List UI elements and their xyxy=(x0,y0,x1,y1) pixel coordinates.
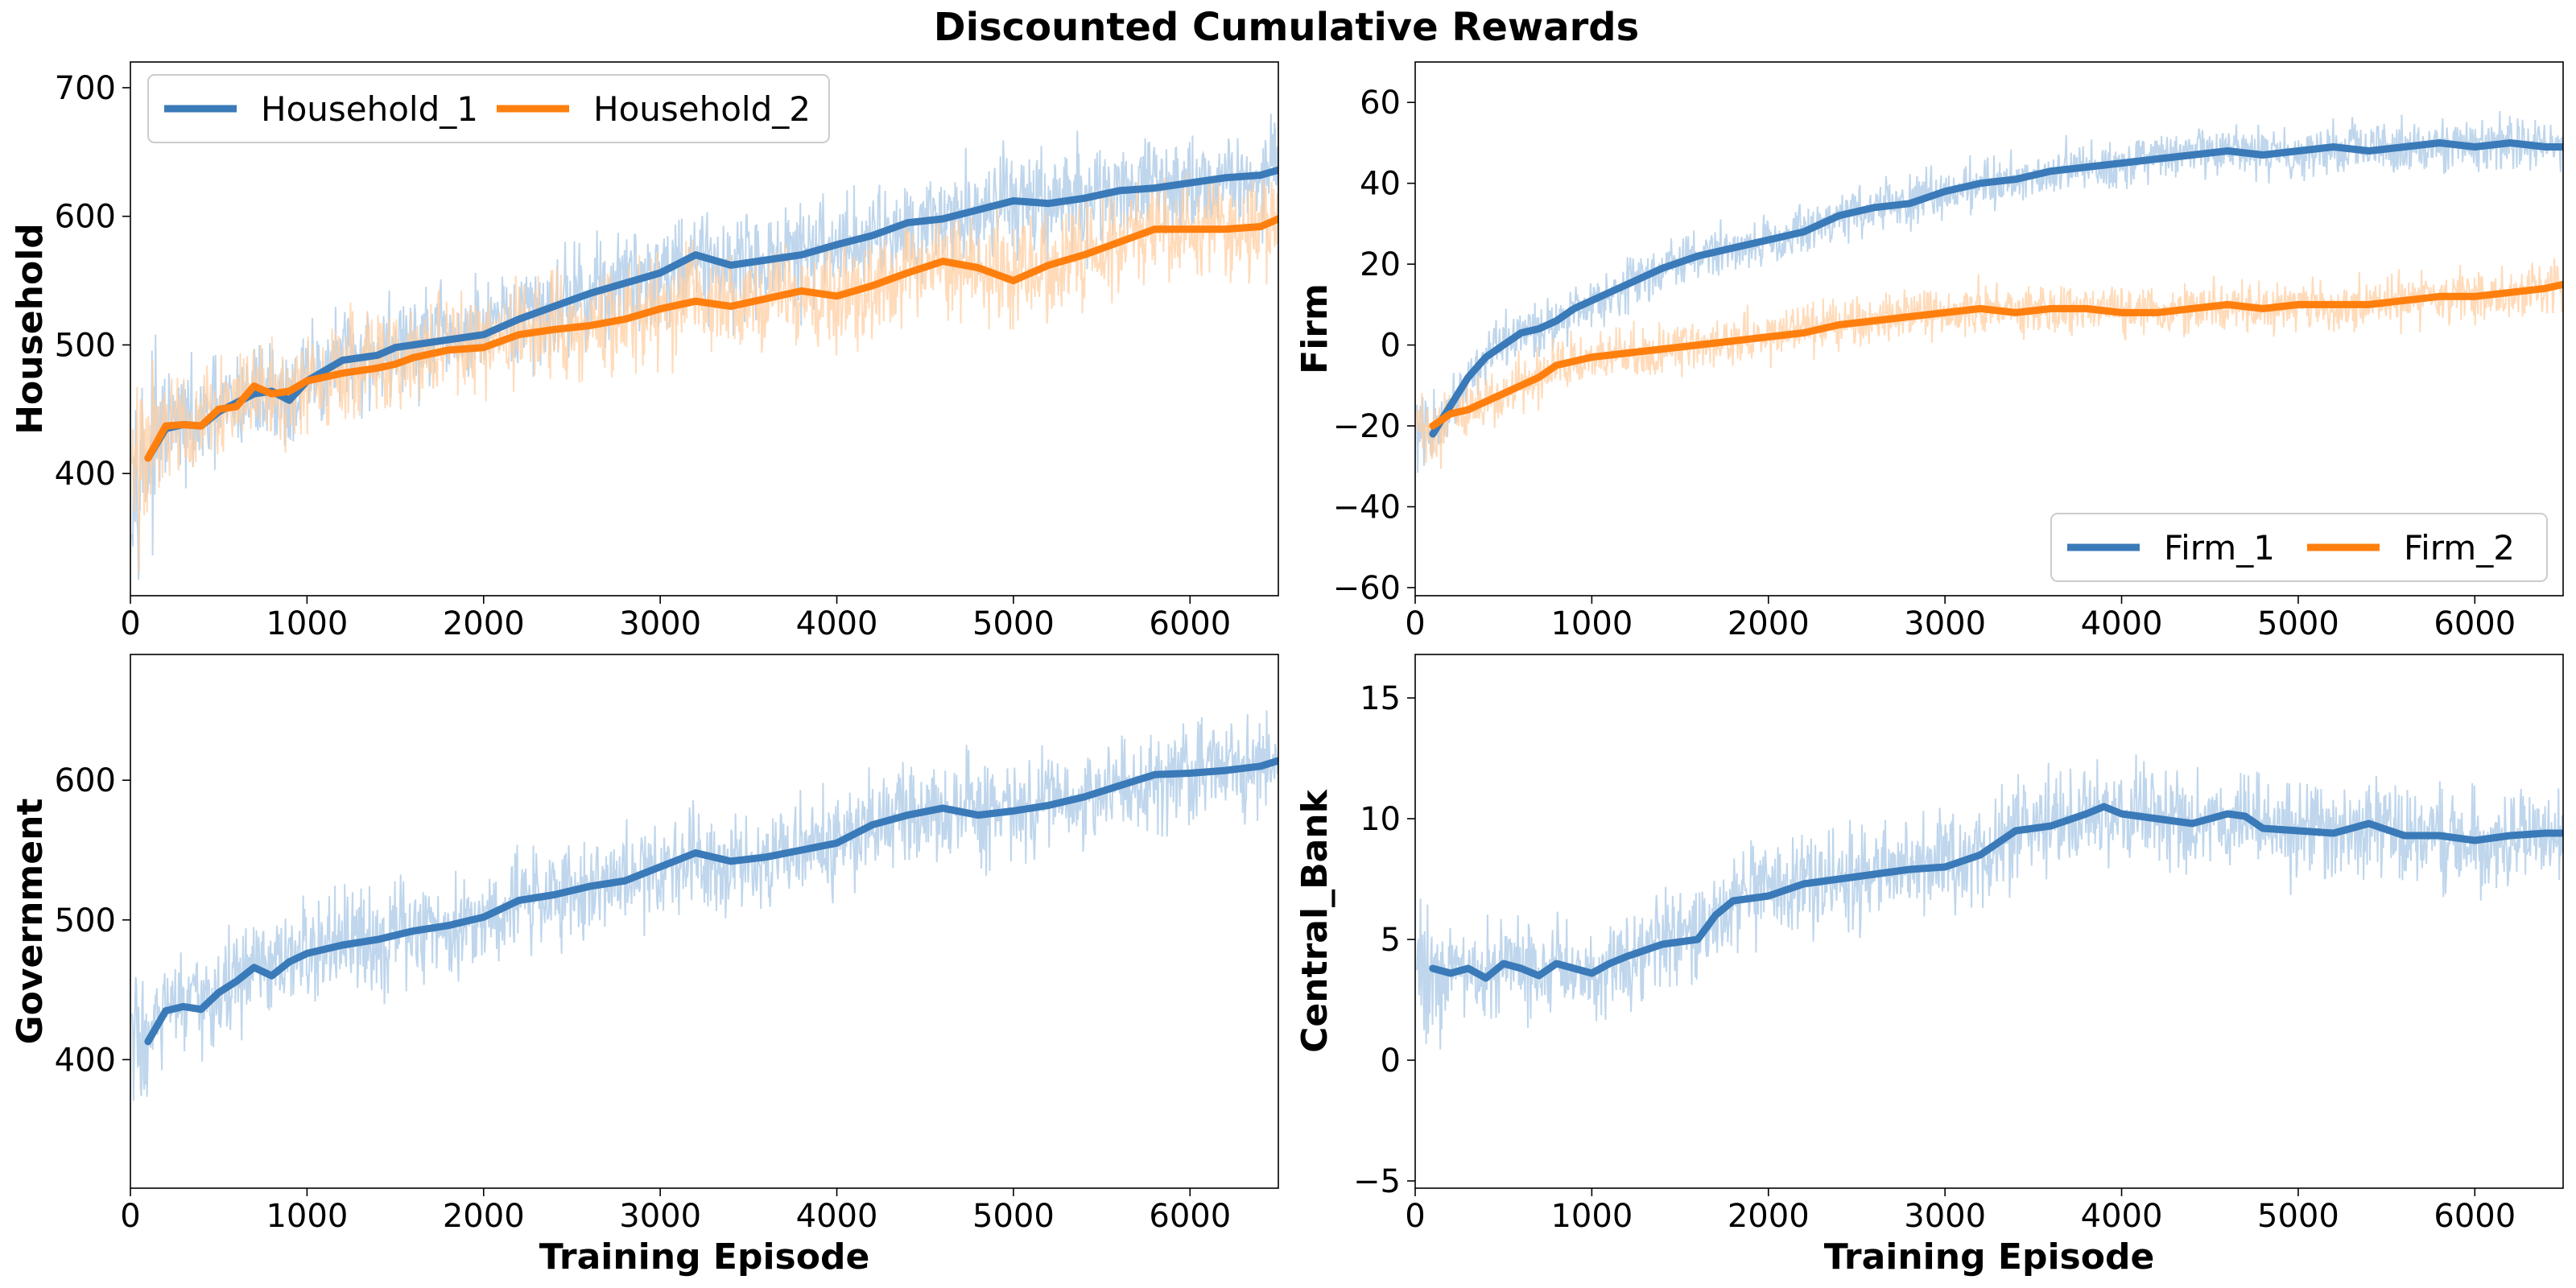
plot-area xyxy=(131,114,1278,580)
x-tick-label: 6000 xyxy=(1149,1198,1231,1235)
x-tick-label: 4000 xyxy=(2081,1198,2163,1235)
legend-label-firm_1: Firm_1 xyxy=(2164,528,2275,568)
plot-area xyxy=(131,710,1278,1101)
x-tick-label: 3000 xyxy=(1904,1198,1986,1235)
y-tick-label: −40 xyxy=(1333,489,1401,526)
y-tick-label: 0 xyxy=(1381,328,1401,365)
y-tick-label: 400 xyxy=(55,456,116,493)
x-axis-label: Training Episode xyxy=(1824,1236,2155,1278)
y-tick-label: 0 xyxy=(1381,1042,1401,1080)
y-tick-label: −5 xyxy=(1353,1163,1401,1200)
y-axis-label: Household xyxy=(10,223,51,435)
firm_2-smoothed-line xyxy=(1429,280,2563,430)
legend-box xyxy=(147,74,830,143)
x-tick-label: 3000 xyxy=(1904,605,1986,642)
x-tick-label: 0 xyxy=(1405,605,1425,642)
y-axis-label: Firm xyxy=(1294,283,1335,374)
firm_2-raw-trace xyxy=(1416,258,2563,469)
x-tick-label: 2000 xyxy=(443,605,525,642)
firm-panel: 0 1000 2000 3000 4000 5000 6000 −60 −40 −20 0 20 40 6… xyxy=(1294,61,2564,642)
household_1-smoothed-line xyxy=(144,166,1278,462)
x-tick-label: 2000 xyxy=(1728,605,1810,642)
x-tick-label: 3000 xyxy=(619,605,701,642)
x-tick-label: 1000 xyxy=(266,605,348,642)
legend-label-household_1: Household_1 xyxy=(261,89,478,129)
y-tick-label: 40 xyxy=(1360,166,1401,203)
axes-frame xyxy=(130,61,1279,597)
central-bank-panel: 0 1000 2000 3000 4000 5000 6000−5051015Central… xyxy=(1294,654,2564,1278)
x-tick-label: 4000 xyxy=(796,605,878,642)
y-axis-label: Government xyxy=(10,799,51,1045)
axes-frame xyxy=(130,654,1279,1189)
axes-frame xyxy=(1414,654,2564,1189)
x-tick-label: 1000 xyxy=(1550,605,1633,642)
x-tick-label: 4000 xyxy=(796,1198,878,1235)
legend: Household_1 Household_2 xyxy=(147,74,830,143)
household_1-raw-trace xyxy=(131,114,1278,580)
x-tick-label: 2000 xyxy=(443,1198,525,1235)
x-tick-label: 1000 xyxy=(266,1198,348,1235)
legend-box xyxy=(2050,513,2548,582)
x-tick-label: 5000 xyxy=(972,605,1055,642)
x-tick-label: 6000 xyxy=(2434,1198,2516,1235)
government-raw-trace xyxy=(131,710,1278,1101)
x-tick-label: 5000 xyxy=(2257,1198,2339,1235)
central_bank-raw-trace xyxy=(1416,754,2563,1050)
y-tick-label: −60 xyxy=(1333,570,1401,607)
central_bank-smoothed-line xyxy=(1429,803,2563,982)
x-tick-label: 6000 xyxy=(1149,605,1231,642)
y-tick-label: 600 xyxy=(55,762,116,799)
y-tick-label: 400 xyxy=(55,1042,116,1079)
x-tick-label: 0 xyxy=(120,605,140,642)
y-tick-label: 700 xyxy=(55,70,116,107)
firm_1-smoothed-line xyxy=(1429,139,2563,438)
x-axis-label: Training Episode xyxy=(539,1236,870,1278)
x-tick-label: 5000 xyxy=(2257,605,2339,642)
y-tick-label: −20 xyxy=(1333,408,1401,445)
y-axis-label: Central_Bank xyxy=(1294,788,1335,1053)
legend-label-firm_2: Firm_2 xyxy=(2404,528,2515,568)
x-tick-label: 6000 xyxy=(2434,605,2516,642)
y-tick-label: 500 xyxy=(55,902,116,939)
x-tick-label: 5000 xyxy=(972,1198,1055,1235)
legend-label-household_2: Household_2 xyxy=(593,89,811,129)
x-tick-label: 4000 xyxy=(2081,605,2163,642)
household_2-smoothed-line xyxy=(144,215,1278,462)
y-tick-label: 600 xyxy=(55,199,116,236)
household-panel: 0 1000 2000 3000 4000 5000 6000 400 500 600 700 Hou… xyxy=(10,61,1279,642)
y-tick-label: 60 xyxy=(1360,85,1401,122)
y-tick-label: 15 xyxy=(1360,680,1401,717)
legend: Firm_1 Firm_2 xyxy=(2050,513,2548,582)
y-tick-label: 10 xyxy=(1360,801,1401,838)
government-panel: 0 1000 2000 3000 4000 5000 6000 400 500 600Govern… xyxy=(10,654,1279,1278)
x-tick-label: 0 xyxy=(120,1198,140,1235)
y-tick-label: 500 xyxy=(55,327,116,364)
y-tick-label: 20 xyxy=(1360,246,1401,283)
plot-area xyxy=(1416,110,2563,473)
firm_1-raw-trace xyxy=(1416,110,2563,473)
government-smoothed-line xyxy=(144,757,1278,1046)
plot-area xyxy=(1416,754,2563,1050)
axes-frame xyxy=(1414,61,2564,597)
figure-title: Discounted Cumulative Rewards xyxy=(934,5,1639,50)
y-tick-label: 5 xyxy=(1381,922,1401,959)
x-tick-label: 3000 xyxy=(619,1198,701,1235)
x-tick-label: 2000 xyxy=(1728,1198,1810,1235)
x-tick-label: 0 xyxy=(1405,1198,1425,1235)
x-tick-label: 1000 xyxy=(1550,1198,1633,1235)
